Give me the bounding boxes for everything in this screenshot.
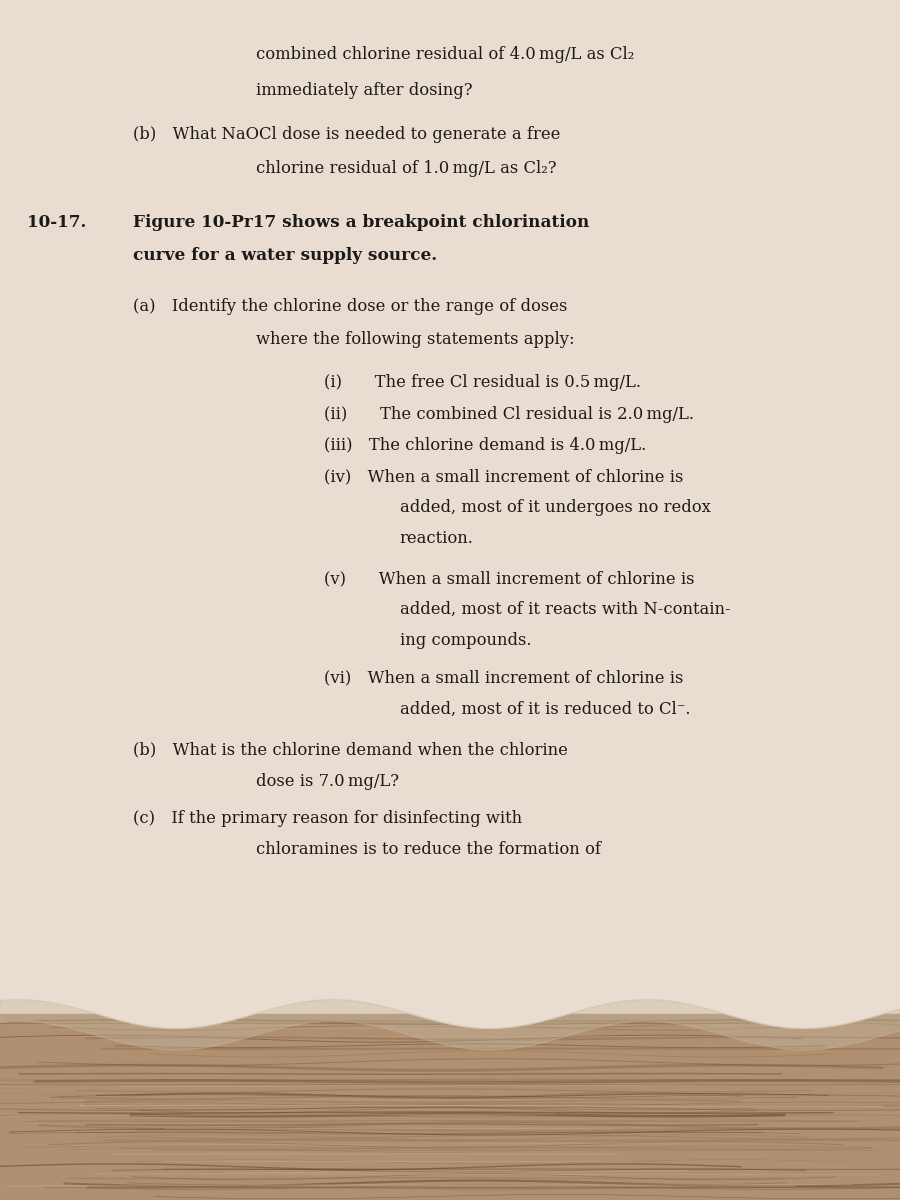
Text: 10-17.: 10-17. <box>27 214 86 230</box>
Text: (v)  When a small increment of chlorine is: (v) When a small increment of chlorine i… <box>324 570 695 587</box>
Text: (vi) When a small increment of chlorine is: (vi) When a small increment of chlorine … <box>324 670 683 686</box>
Bar <box>0 1014 900 1200</box>
Text: (iv) When a small increment of chlorine is: (iv) When a small increment of chlorine … <box>324 468 683 485</box>
Text: (b) What NaOCl dose is needed to generate a free: (b) What NaOCl dose is needed to generat… <box>133 126 561 143</box>
Text: added, most of it is reduced to Cl⁻.: added, most of it is reduced to Cl⁻. <box>400 701 690 718</box>
Text: Figure 10-Pr17 shows a breakpoint chlorination: Figure 10-Pr17 shows a breakpoint chlori… <box>133 214 590 230</box>
Text: (b) What is the chlorine demand when the chlorine: (b) What is the chlorine demand when the… <box>133 742 568 758</box>
Text: (i)  The free Cl residual is 0.5 mg/L.: (i) The free Cl residual is 0.5 mg/L. <box>324 374 641 391</box>
Text: added, most of it reacts with N-contain-: added, most of it reacts with N-contain- <box>400 601 730 618</box>
Text: (ii)  The combined Cl residual is 2.0 mg/L.: (ii) The combined Cl residual is 2.0 mg/… <box>324 406 694 422</box>
Text: immediately after dosing?: immediately after dosing? <box>256 82 473 98</box>
Text: (c) If the primary reason for disinfecting with: (c) If the primary reason for disinfecti… <box>133 810 522 827</box>
Text: (a) Identify the chlorine dose or the range of doses: (a) Identify the chlorine dose or the ra… <box>133 298 568 314</box>
Text: reaction.: reaction. <box>400 530 473 547</box>
Text: where the following statements apply:: where the following statements apply: <box>256 331 575 348</box>
Text: dose is 7.0 mg/L?: dose is 7.0 mg/L? <box>256 773 400 790</box>
Text: ing compounds.: ing compounds. <box>400 632 531 649</box>
Text: combined chlorine residual of 4.0 mg/L as Cl₂: combined chlorine residual of 4.0 mg/L a… <box>256 46 634 62</box>
Text: chlorine residual of 1.0 mg/L as Cl₂?: chlorine residual of 1.0 mg/L as Cl₂? <box>256 160 557 176</box>
Text: added, most of it undergoes no redox: added, most of it undergoes no redox <box>400 499 710 516</box>
Text: (iii) The chlorine demand is 4.0 mg/L.: (iii) The chlorine demand is 4.0 mg/L. <box>324 437 646 454</box>
Text: chloramines is to reduce the formation of: chloramines is to reduce the formation o… <box>256 841 601 858</box>
Text: curve for a water supply source.: curve for a water supply source. <box>133 247 437 264</box>
